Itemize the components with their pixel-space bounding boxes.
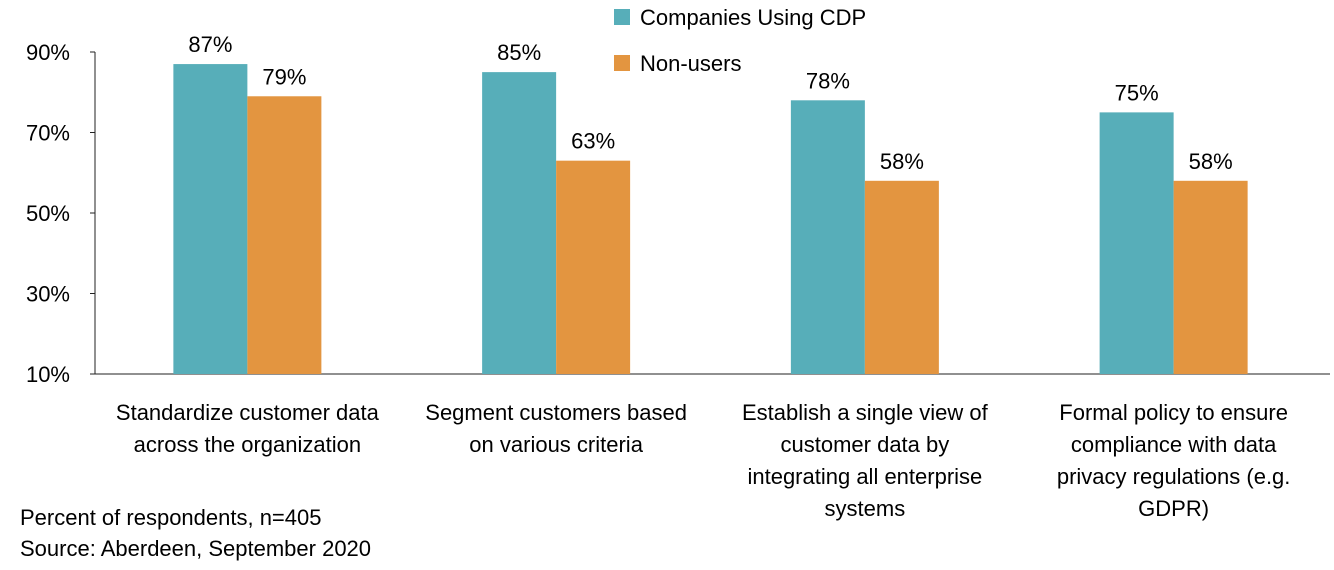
data-label: 58% — [880, 149, 924, 174]
legend: Companies Using CDP Non-users — [614, 5, 866, 76]
bar-cdp-3 — [790, 100, 865, 375]
legend-swatch — [614, 9, 630, 25]
y-tick-label: 50% — [26, 201, 70, 226]
data-labels: 87% 79% 85% 63% 78% 58% 75% 58% — [188, 32, 1232, 174]
source-note: Source: Aberdeen, September 2020 — [20, 536, 372, 561]
category-label: Establish a single view of customer data… — [741, 400, 988, 521]
data-label: 79% — [262, 64, 306, 89]
y-tick-label: 90% — [26, 40, 70, 65]
legend-swatch — [614, 55, 630, 71]
data-label: 63% — [571, 129, 615, 154]
bar-non-users-2 — [556, 160, 631, 374]
category-label: Segment customers based on various crite… — [425, 400, 687, 457]
legend-label: Companies Using CDP — [640, 5, 866, 30]
bar-non-users-3 — [864, 180, 939, 374]
category-label: Standardize customer data across the org… — [115, 400, 379, 457]
y-tick-label: 10% — [26, 362, 70, 387]
data-label: 85% — [497, 40, 541, 65]
data-label: 75% — [1115, 80, 1159, 105]
bars — [173, 64, 1248, 375]
category-label: Formal policy to ensure compliance with … — [1056, 400, 1291, 521]
y-tick-label: 30% — [26, 282, 70, 307]
bar-cdp-2 — [482, 72, 557, 374]
y-tick-label: 70% — [26, 121, 70, 146]
data-label: 87% — [188, 32, 232, 57]
bar-cdp-1 — [173, 64, 248, 374]
bar-cdp-4 — [1099, 112, 1174, 374]
data-label: 58% — [1189, 149, 1233, 174]
data-label: 78% — [806, 68, 850, 93]
sample-note: Percent of respondents, n=405 — [20, 505, 322, 530]
legend-label: Non-users — [640, 51, 741, 76]
bar-non-users-1 — [247, 96, 322, 375]
bar-non-users-4 — [1173, 180, 1248, 374]
